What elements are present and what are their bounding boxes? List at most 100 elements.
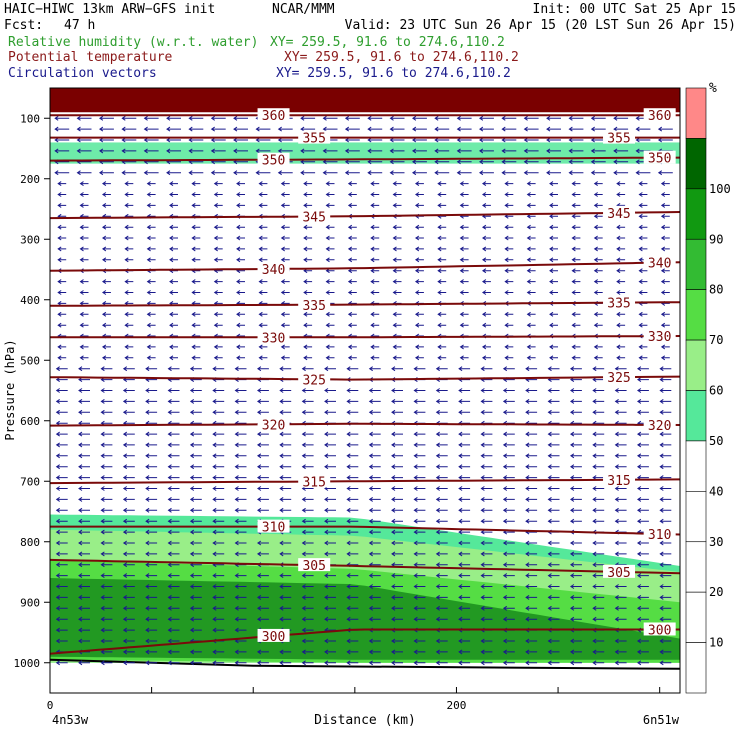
wind-vector (456, 137, 472, 143)
wind-vector (57, 322, 67, 328)
wind-vector (459, 246, 469, 252)
wind-vector (256, 409, 269, 415)
wind-vector (78, 366, 90, 372)
wind-vector (370, 202, 380, 208)
wind-vector (325, 322, 335, 328)
wind-vector (279, 453, 292, 459)
wind-vector (145, 453, 158, 459)
wind-vector (414, 322, 424, 328)
wind-vector (569, 660, 582, 666)
wind-vector (324, 442, 336, 448)
wind-vector (593, 181, 603, 187)
wind-vector (169, 181, 178, 187)
wind-vector (145, 616, 158, 622)
wind-vector (547, 649, 560, 655)
wind-vector (368, 605, 381, 611)
wind-vector (480, 409, 493, 415)
wind-vector (547, 507, 560, 513)
wind-vector (504, 322, 514, 328)
wind-vector (459, 235, 469, 241)
wind-vector (143, 115, 159, 121)
wind-vector (414, 279, 424, 285)
colorbar-segment (685, 541, 707, 593)
wind-vector (480, 442, 493, 448)
wind-vector (169, 355, 178, 361)
theta-label-320: 320 (262, 418, 285, 433)
wind-vector (614, 409, 627, 415)
wind-vector (346, 540, 359, 546)
wind-vector (167, 627, 180, 633)
wind-vector (392, 235, 402, 241)
colorbar-label: 70 (709, 333, 723, 347)
wind-vector (367, 115, 383, 121)
wind-vector (324, 507, 336, 513)
wind-vector (569, 540, 582, 546)
wind-vector (481, 235, 491, 241)
wind-vector (414, 202, 424, 208)
wind-vector (57, 235, 67, 241)
wind-vector (547, 584, 560, 589)
wind-vector (167, 540, 180, 546)
wind-vector (279, 507, 292, 513)
wind-vector (167, 594, 180, 600)
wind-vector (370, 290, 380, 295)
theta-label-310: 310 (262, 521, 285, 536)
wind-vector (167, 638, 180, 644)
wind-vector (391, 431, 403, 437)
colorbar-unit: % (709, 81, 717, 96)
wind-vector (98, 170, 114, 176)
theta-label-bg (603, 130, 636, 144)
wind-vector (57, 181, 67, 187)
wind-vector (392, 181, 402, 187)
wind-vector (502, 540, 515, 546)
wind-vector (236, 279, 245, 285)
wind-vector (391, 409, 403, 415)
wind-vector (571, 213, 581, 219)
wind-vector (346, 507, 359, 513)
wind-vector (504, 268, 514, 274)
wind-vector (368, 442, 381, 448)
wind-vector (504, 355, 514, 361)
wind-vector (523, 126, 539, 132)
wind-vector (501, 126, 517, 132)
wind-vector (413, 442, 426, 448)
wind-vector (346, 464, 359, 470)
wind-vector (124, 202, 134, 208)
wind-vector (434, 159, 450, 165)
theta-label-bg (603, 370, 636, 384)
wind-vector (456, 126, 472, 132)
wind-vector (279, 594, 292, 600)
wind-vector (145, 442, 158, 448)
wind-vector (279, 551, 292, 557)
wind-vector (279, 616, 292, 622)
wind-vector (55, 409, 68, 415)
theta-label-bg (603, 564, 636, 578)
wind-vector (458, 529, 471, 535)
wind-vector (523, 170, 539, 176)
wind-vector (592, 605, 605, 611)
wind-vector (368, 584, 381, 589)
wind-vector (391, 475, 403, 481)
wind-vector (167, 649, 180, 655)
wind-vector (234, 616, 247, 622)
wind-vector (370, 192, 380, 197)
wind-vector (79, 224, 89, 230)
wind-vector (391, 660, 403, 666)
wind-vector (325, 235, 335, 241)
wind-vector (391, 584, 403, 589)
wind-vector (236, 192, 245, 197)
wind-vector (413, 366, 426, 372)
wind-vector (459, 268, 469, 274)
wind-vector (169, 279, 178, 285)
wind-vector (122, 431, 135, 437)
wind-vector (592, 507, 605, 513)
wind-vector (169, 202, 178, 208)
wind-vector (303, 235, 313, 241)
wind-vector (636, 442, 649, 448)
wind-vector (458, 594, 471, 600)
wind-vector (78, 486, 90, 491)
wind-vector (368, 398, 381, 404)
wind-vector (234, 409, 247, 415)
wind-vector (145, 486, 158, 491)
wind-vector (368, 529, 381, 535)
